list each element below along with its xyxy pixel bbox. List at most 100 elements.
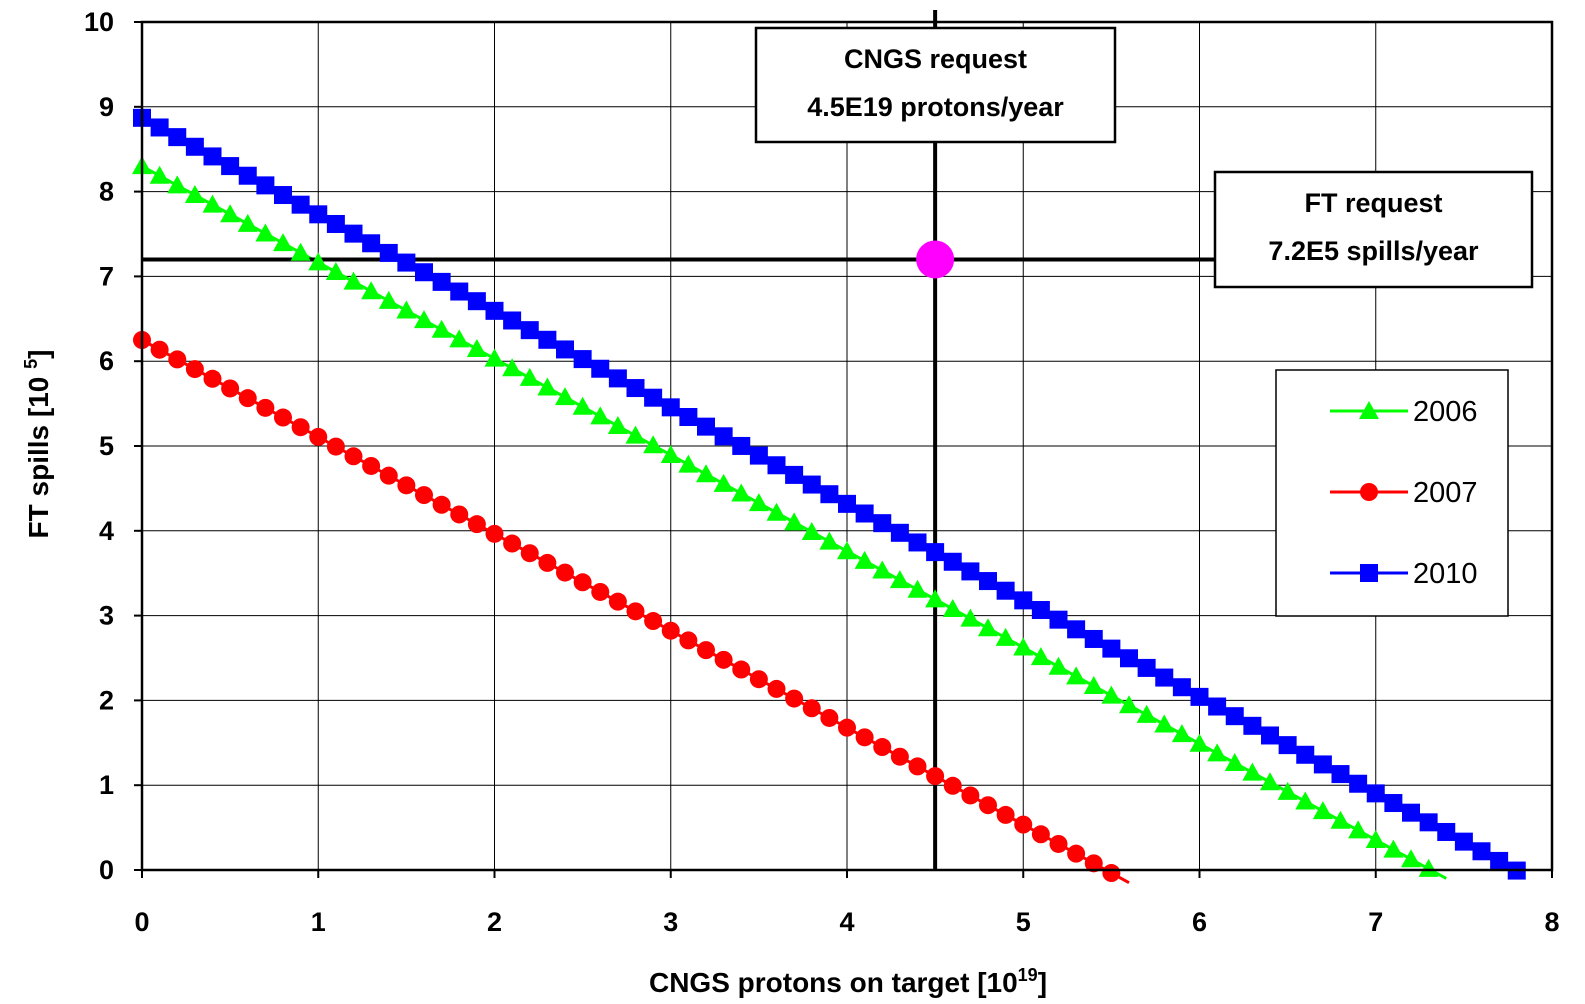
data-point-2010	[291, 195, 310, 214]
y-tick-label: 6	[99, 346, 114, 376]
data-point-2006	[361, 281, 382, 300]
data-point-2007	[379, 466, 398, 485]
annotation-text-ft: 7.2E5 spills/year	[1268, 236, 1479, 266]
data-point-2010	[979, 572, 997, 591]
data-point-2010	[1261, 726, 1279, 745]
data-point-2010	[1419, 813, 1438, 832]
annotation-text-cngs: CNGS request	[844, 44, 1027, 74]
y-tick-label: 5	[99, 431, 114, 461]
data-point-2007	[767, 679, 786, 698]
data-point-2010	[608, 369, 627, 388]
data-point-2007	[926, 767, 945, 786]
data-point-2010	[1243, 716, 1262, 735]
data-point-2006	[396, 300, 417, 319]
data-point-2007	[221, 379, 240, 398]
annotation-box-cngs	[754, 26, 1117, 144]
data-point-2006	[1119, 695, 1139, 714]
y-tick-label: 0	[99, 855, 114, 885]
data-point-2007	[979, 796, 997, 815]
data-point-2010	[573, 350, 592, 369]
data-point-2007	[344, 447, 363, 466]
data-point-2010	[397, 253, 416, 272]
data-point-2007	[785, 689, 804, 708]
x-tick-label: 6	[1192, 907, 1207, 937]
data-point-2007	[203, 369, 222, 388]
data-point-2010	[838, 494, 856, 513]
annotations: CNGS request 4.5E19 protons/year FT reques…	[754, 26, 1534, 289]
data-point-2007	[256, 398, 275, 417]
data-point-2010	[767, 456, 786, 475]
data-point-2010	[1402, 803, 1420, 822]
data-point-2007	[626, 602, 645, 621]
data-point-2010	[697, 417, 715, 436]
data-point-2010	[1031, 601, 1050, 620]
data-point-2007	[732, 660, 751, 679]
data-point-2010	[961, 562, 980, 581]
data-point-2010	[591, 359, 610, 378]
data-point-2007	[503, 534, 522, 553]
data-point-2010	[150, 118, 169, 137]
data-point-2010	[1490, 851, 1509, 870]
data-point-2010	[1366, 784, 1385, 803]
data-point-2007	[485, 524, 504, 543]
data-point-2010	[1437, 822, 1456, 841]
series-markers	[132, 108, 1526, 883]
data-point-2006	[1101, 685, 1122, 704]
data-point-2007	[820, 708, 839, 727]
annotation-box-ft	[1213, 170, 1534, 289]
data-point-2010	[749, 446, 768, 465]
data-point-2006	[1383, 839, 1404, 858]
data-point-2010	[1472, 842, 1491, 861]
data-point-2007	[1102, 864, 1121, 883]
data-point-2007	[556, 563, 574, 582]
y-tick-label: 4	[99, 516, 114, 546]
data-point-2006	[167, 175, 188, 194]
data-point-2010	[855, 504, 874, 523]
data-point-2010	[1120, 649, 1138, 668]
data-point-2010	[1102, 639, 1121, 658]
request-point	[916, 240, 955, 279]
x-tick-label: 7	[1368, 907, 1383, 937]
data-point-2010	[996, 581, 1015, 600]
data-point-2006	[660, 444, 681, 463]
data-point-2010	[661, 398, 680, 417]
data-point-2006	[466, 339, 487, 358]
data-point-2006	[1418, 858, 1439, 877]
data-point-2010	[203, 147, 222, 166]
data-point-2010	[1172, 678, 1191, 697]
y-tick-label: 3	[99, 601, 114, 631]
data-point-2010	[890, 523, 909, 542]
data-point-2006	[449, 329, 470, 348]
data-point-2007	[450, 505, 469, 524]
data-point-2006	[1401, 849, 1421, 868]
data-point-2006	[995, 627, 1016, 646]
tick-labels: 0 1 2 3 4 5 6 7 8 0 1 2 3 4 5 6 7 8 9 10	[84, 7, 1560, 937]
data-point-2006	[837, 541, 857, 560]
data-point-2006	[414, 310, 434, 329]
data-point-2006	[960, 608, 981, 627]
data-point-2006	[431, 319, 452, 338]
data-point-2006	[572, 396, 593, 415]
data-point-2010	[538, 330, 557, 349]
data-point-2006	[1083, 675, 1104, 694]
legend-marker-2006	[1359, 401, 1379, 419]
data-point-2010	[1349, 774, 1368, 793]
data-point-2006	[1224, 752, 1245, 771]
data-point-2007	[802, 699, 821, 718]
data-point-2010	[485, 301, 504, 320]
data-point-2010	[379, 243, 398, 262]
data-point-2010	[785, 465, 804, 484]
data-point-2006	[1207, 743, 1228, 762]
data-point-2010	[274, 186, 292, 205]
data-point-2007	[608, 592, 627, 611]
annotation-text-ft: FT request	[1304, 188, 1442, 218]
data-point-2007	[1014, 815, 1033, 834]
data-point-2010	[309, 205, 328, 224]
data-point-2006	[273, 233, 293, 252]
data-point-2006	[942, 598, 963, 617]
data-point-2007	[238, 389, 257, 408]
data-point-2010	[732, 436, 751, 455]
data-point-2007	[996, 805, 1015, 824]
data-point-2010	[185, 137, 204, 156]
data-point-2006	[907, 579, 928, 598]
